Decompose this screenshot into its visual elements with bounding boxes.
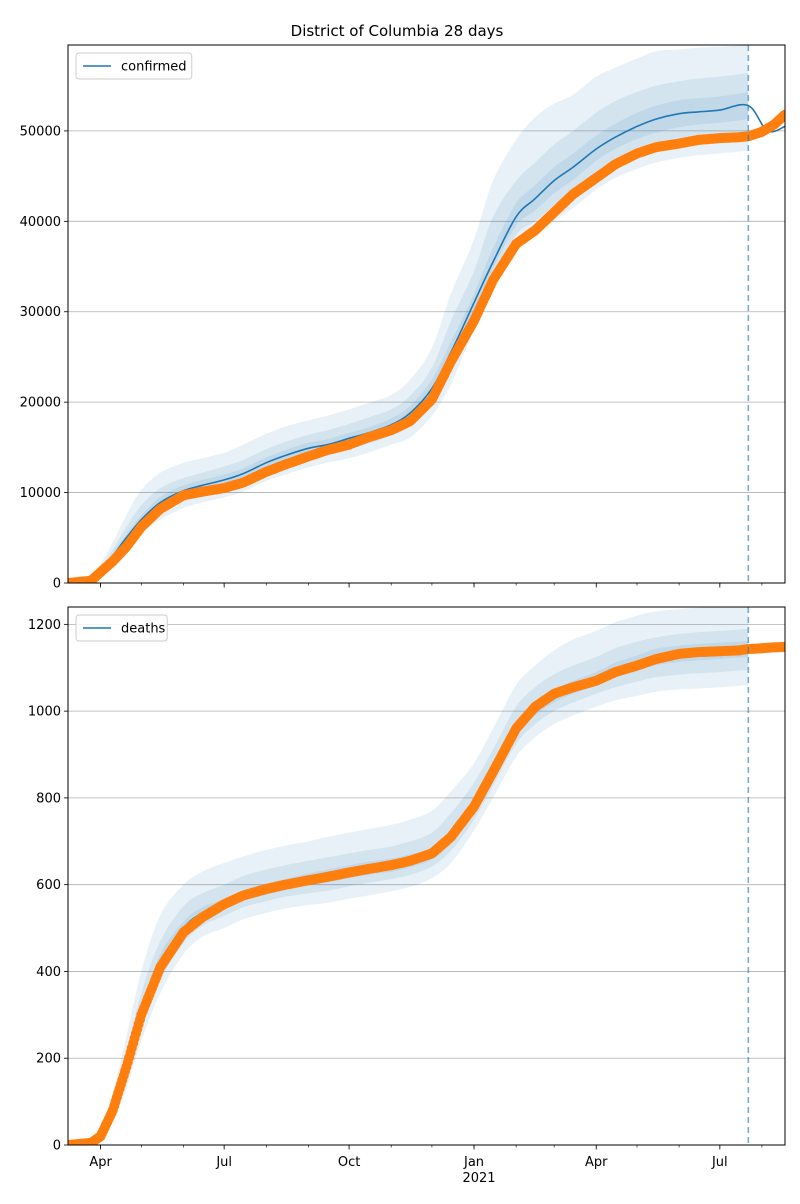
y-tick-label: 200 (36, 1052, 61, 1067)
y-tick-label: 30000 (20, 305, 61, 320)
y-tick-label: 400 (36, 965, 61, 980)
y-tick-label: 600 (36, 878, 61, 893)
x-tick-label: Jul (711, 1155, 728, 1170)
legend-label: confirmed (121, 60, 187, 75)
axes-frame (67, 44, 786, 584)
chart-title: District of Columbia 28 days (291, 22, 504, 40)
observed-point (780, 641, 785, 652)
legend-box (75, 52, 193, 80)
series-line-confirmed (68, 103, 785, 583)
y-tick-label: 0 (53, 1139, 61, 1154)
y-tick-label: 40000 (20, 215, 61, 230)
y-tick-label: 50000 (20, 124, 61, 139)
observed-points-deaths-observed (68, 641, 785, 1145)
legend-label: deaths (121, 622, 166, 637)
y-tick-label: 1200 (28, 618, 61, 633)
uncertainty-band-1 (68, 607, 749, 1145)
legend: confirmed (75, 52, 193, 80)
y-tick-label: 800 (36, 791, 61, 806)
plot-area (68, 607, 785, 1145)
x-tick-label: Apr (585, 1155, 608, 1170)
deaths-panel: 0 200 400 600 800 1000 1200 Apr Jul Oct Jan Apr Jul d… (28, 606, 786, 1170)
y-tick-label: 10000 (20, 486, 61, 501)
x-tick-label: Jan (463, 1155, 484, 1170)
legend-box (75, 614, 168, 642)
x-axis-year-label: 2021 (462, 1171, 495, 1186)
confirmed-panel: 0 10000 20000 30000 40000 50000 confirmed (20, 44, 786, 592)
x-tick-label: Jul (215, 1155, 232, 1170)
axes-frame (67, 606, 786, 1146)
y-tick-label: 0 (53, 577, 61, 592)
uncertainty-band-1 (68, 45, 749, 583)
x-tick-label: Apr (89, 1155, 112, 1170)
observed-point (780, 109, 785, 120)
x-tick-label: Oct (338, 1155, 360, 1170)
legend: deaths (75, 614, 168, 642)
observed-points-confirmed-observed (68, 109, 785, 583)
plot-area (68, 45, 785, 583)
y-tick-label: 1000 (28, 705, 61, 720)
y-tick-label: 20000 (20, 396, 61, 411)
